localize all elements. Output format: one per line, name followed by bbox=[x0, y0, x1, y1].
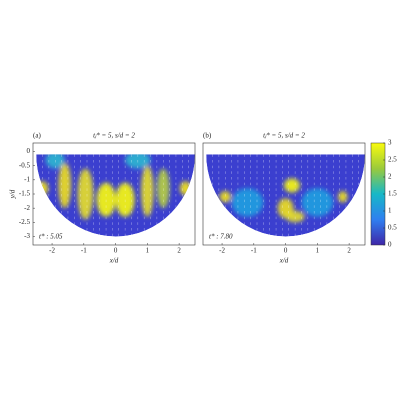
field-blob bbox=[301, 188, 334, 217]
colorbar-tick-label: 2.5 bbox=[388, 156, 397, 164]
x-tick-label: 0 bbox=[114, 247, 118, 255]
y-axis-label: y/d bbox=[9, 189, 17, 199]
x-tick-label: 1 bbox=[146, 247, 150, 255]
field-blob bbox=[219, 191, 231, 203]
field-blob bbox=[179, 181, 192, 196]
y-tick-label: -2 bbox=[24, 204, 30, 212]
y-tick-label: -3 bbox=[24, 232, 30, 240]
panel-title: tⱼ* = 5, s/d = 2 bbox=[93, 132, 135, 140]
x-tick-label: 2 bbox=[347, 247, 351, 255]
field-blob bbox=[231, 188, 264, 217]
colorbar-tick-label: 1.5 bbox=[388, 190, 397, 198]
panel-label: (a) bbox=[33, 132, 41, 140]
field-blob bbox=[338, 191, 348, 203]
y-tick-label: -1 bbox=[24, 175, 30, 183]
panel-title: tⱼ* = 5, s/d = 2 bbox=[263, 132, 305, 140]
panel-label: (b) bbox=[203, 132, 212, 140]
y-tick-label: -1.5 bbox=[19, 190, 31, 198]
y-tick-label: -0.5 bbox=[19, 161, 31, 169]
x-tick-label: 0 bbox=[284, 247, 288, 255]
colorbar-tick-label: 2 bbox=[388, 173, 392, 181]
x-axis-label: x/d bbox=[279, 257, 289, 265]
time-label: t* : 7.80 bbox=[209, 233, 233, 241]
field-blob bbox=[58, 162, 72, 209]
colorbar bbox=[370, 142, 386, 246]
x-tick-label: -2 bbox=[49, 247, 55, 255]
field-background bbox=[36, 154, 196, 237]
field-blob bbox=[141, 165, 154, 217]
x-tick-label: -1 bbox=[251, 247, 257, 255]
time-label: t* : 5.05 bbox=[39, 233, 63, 241]
colorbar-tick-label: 0 bbox=[388, 241, 392, 249]
field-blob bbox=[77, 168, 94, 220]
x-tick-label: 1 bbox=[316, 247, 320, 255]
x-axis-label: x/d bbox=[109, 257, 119, 265]
y-tick-label: 0 bbox=[27, 147, 31, 155]
colorbar-tick-label: 0.5 bbox=[388, 224, 397, 232]
field-blob bbox=[285, 211, 305, 223]
colorbar-tick-label: 1 bbox=[388, 207, 392, 215]
y-tick-label: -2.5 bbox=[19, 218, 31, 226]
colorbar-tick-label: 3 bbox=[388, 139, 392, 147]
field-blob bbox=[284, 178, 300, 193]
x-tick-label: -2 bbox=[219, 247, 225, 255]
x-tick-label: -1 bbox=[81, 247, 87, 255]
field bbox=[206, 154, 365, 237]
x-tick-label: 2 bbox=[177, 247, 181, 255]
field bbox=[36, 154, 196, 237]
axes-frame bbox=[202, 142, 366, 246]
field-blobs bbox=[219, 178, 348, 223]
